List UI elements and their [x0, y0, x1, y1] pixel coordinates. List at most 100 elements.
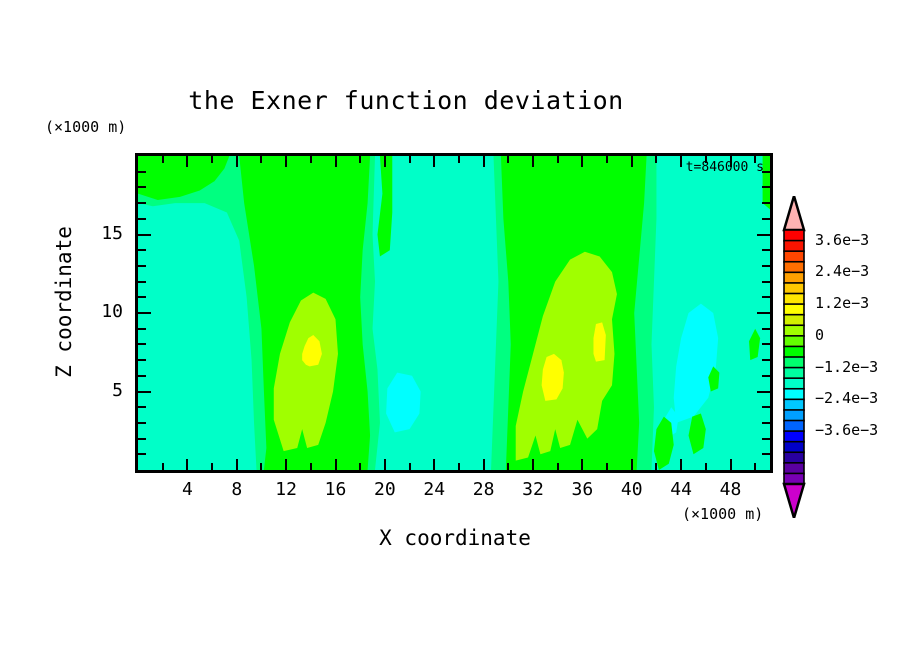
colorbar-band-14	[783, 377, 805, 390]
x-tick-top-22	[409, 156, 411, 163]
colorbar-band-21	[783, 451, 805, 465]
x-tick-top-32	[532, 156, 534, 167]
x-tick-top-46	[705, 156, 707, 163]
x-tick-26	[458, 463, 460, 470]
colorbar-band-12	[783, 356, 805, 369]
colorbar-band-18	[783, 419, 805, 433]
y-tick-label-5: 5	[112, 379, 123, 401]
x-tick-46	[705, 463, 707, 470]
x-tick-48	[730, 459, 732, 470]
colorbar-band-10	[783, 335, 805, 348]
colorbar-label-1: 2.4e−3	[815, 262, 870, 281]
y-tick-12	[138, 281, 146, 283]
contour-band-band_+0.0018_yellow	[302, 322, 606, 401]
y-tick-16	[138, 218, 146, 220]
y-tick-right-8	[762, 343, 770, 345]
x-tick-38	[606, 463, 608, 470]
x-tick-32	[532, 459, 534, 470]
x-tick-top-12	[285, 156, 287, 167]
colorbar-band-11	[783, 345, 805, 359]
y-tick-right-6	[762, 375, 770, 377]
colorbar-band-19	[783, 430, 805, 443]
y-tick-1	[138, 453, 146, 455]
x-tick-top-18	[359, 156, 361, 163]
y-tick-13	[138, 265, 146, 267]
colorbar-band-3	[783, 260, 805, 274]
x-tick-20	[384, 459, 386, 470]
y-tick-18	[138, 186, 146, 188]
y-tick-right-17	[762, 202, 770, 204]
x-tick-36	[581, 459, 583, 470]
x-tick-28	[483, 459, 485, 470]
x-tick-18	[359, 463, 361, 470]
x-tick-label-12: 12	[275, 479, 297, 500]
x-tick-30	[507, 463, 509, 470]
colorbar-band-13	[783, 366, 805, 380]
x-tick-34	[557, 463, 559, 470]
x-tick-label-28: 28	[472, 479, 495, 500]
x-axis-unit-label: (×1000 m)	[682, 505, 764, 523]
x-tick-label-44: 44	[670, 479, 692, 500]
colorbar-band-22	[783, 462, 805, 475]
colorbar-label-2: 1.2e−3	[815, 294, 870, 313]
colorbar-label-5: −2.4e−3	[815, 389, 879, 408]
figure-title: the Exner function deviation	[0, 86, 904, 115]
y-tick-right-9	[762, 328, 770, 330]
y-tick-right-7	[762, 359, 770, 361]
y-tick-4	[138, 406, 146, 408]
y-tick-14	[138, 249, 146, 251]
y-tick-3	[138, 422, 146, 424]
x-tick-top-20	[384, 156, 386, 167]
y-tick-right-11	[762, 296, 770, 298]
colorbar-label-6: −3.6e−3	[815, 421, 879, 440]
colorbar-band-8	[783, 313, 805, 327]
contour-field: t=846000 s	[135, 153, 773, 473]
colorbar-over-arrow	[782, 196, 806, 232]
x-tick-22	[409, 463, 411, 470]
x-tick-label-24: 24	[423, 479, 446, 500]
y-tick-2	[138, 438, 146, 440]
y-axis-unit-label: (×1000 m)	[45, 118, 127, 136]
y-tick-5	[138, 391, 151, 393]
x-tick-40	[631, 459, 633, 470]
y-tick-right-18	[762, 186, 770, 188]
x-tick-top-10	[260, 156, 262, 163]
y-tick-6	[138, 375, 146, 377]
x-tick-10	[260, 463, 262, 470]
x-tick-label-48: 48	[719, 479, 742, 500]
x-tick-44	[680, 459, 682, 470]
x-tick-label-36: 36	[571, 479, 594, 500]
x-tick-top-34	[557, 156, 559, 163]
x-tick-label-8: 8	[231, 479, 243, 500]
x-tick-top-24	[433, 156, 435, 167]
x-tick-top-36	[581, 156, 583, 167]
x-tick-top-26	[458, 156, 460, 163]
x-tick-8	[236, 459, 238, 470]
x-tick-42	[655, 463, 657, 470]
colorbar-band-20	[783, 440, 805, 454]
colorbar-band-1	[783, 239, 805, 253]
figure-title-text: the Exner function deviation	[188, 86, 624, 115]
y-tick-right-12	[762, 281, 770, 283]
colorbar-band-4	[783, 271, 805, 285]
x-tick-top-8	[236, 156, 238, 167]
y-tick-label-10: 10	[101, 301, 123, 322]
y-tick-right-16	[762, 218, 770, 220]
x-tick-top-6	[211, 156, 213, 163]
y-tick-19	[138, 171, 146, 173]
x-tick-top-42	[655, 156, 657, 163]
x-axis-title: X coordinate	[379, 526, 531, 550]
colorbar-band-7	[783, 303, 805, 316]
x-tick-label-32: 32	[522, 479, 544, 500]
colorbar-band-6	[783, 292, 805, 306]
x-tick-4	[186, 459, 188, 470]
x-tick-top-4	[186, 156, 188, 167]
x-tick-12	[285, 459, 287, 470]
y-tick-right-3	[762, 422, 770, 424]
x-tick-label-4: 4	[181, 479, 193, 500]
colorbar-swatches	[782, 196, 806, 518]
y-tick-11	[138, 296, 146, 298]
timestamp-label: t=846000 s	[685, 160, 764, 175]
x-tick-top-48	[730, 156, 732, 167]
